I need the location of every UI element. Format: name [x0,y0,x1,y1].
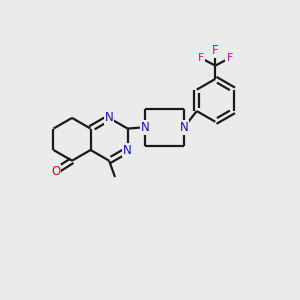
Text: N: N [123,143,132,157]
Text: F: F [198,53,204,63]
Text: N: N [141,121,150,134]
Text: O: O [51,165,60,178]
Text: N: N [105,111,113,124]
Text: N: N [180,121,188,134]
Text: F: F [212,44,219,57]
Text: F: F [226,53,233,63]
